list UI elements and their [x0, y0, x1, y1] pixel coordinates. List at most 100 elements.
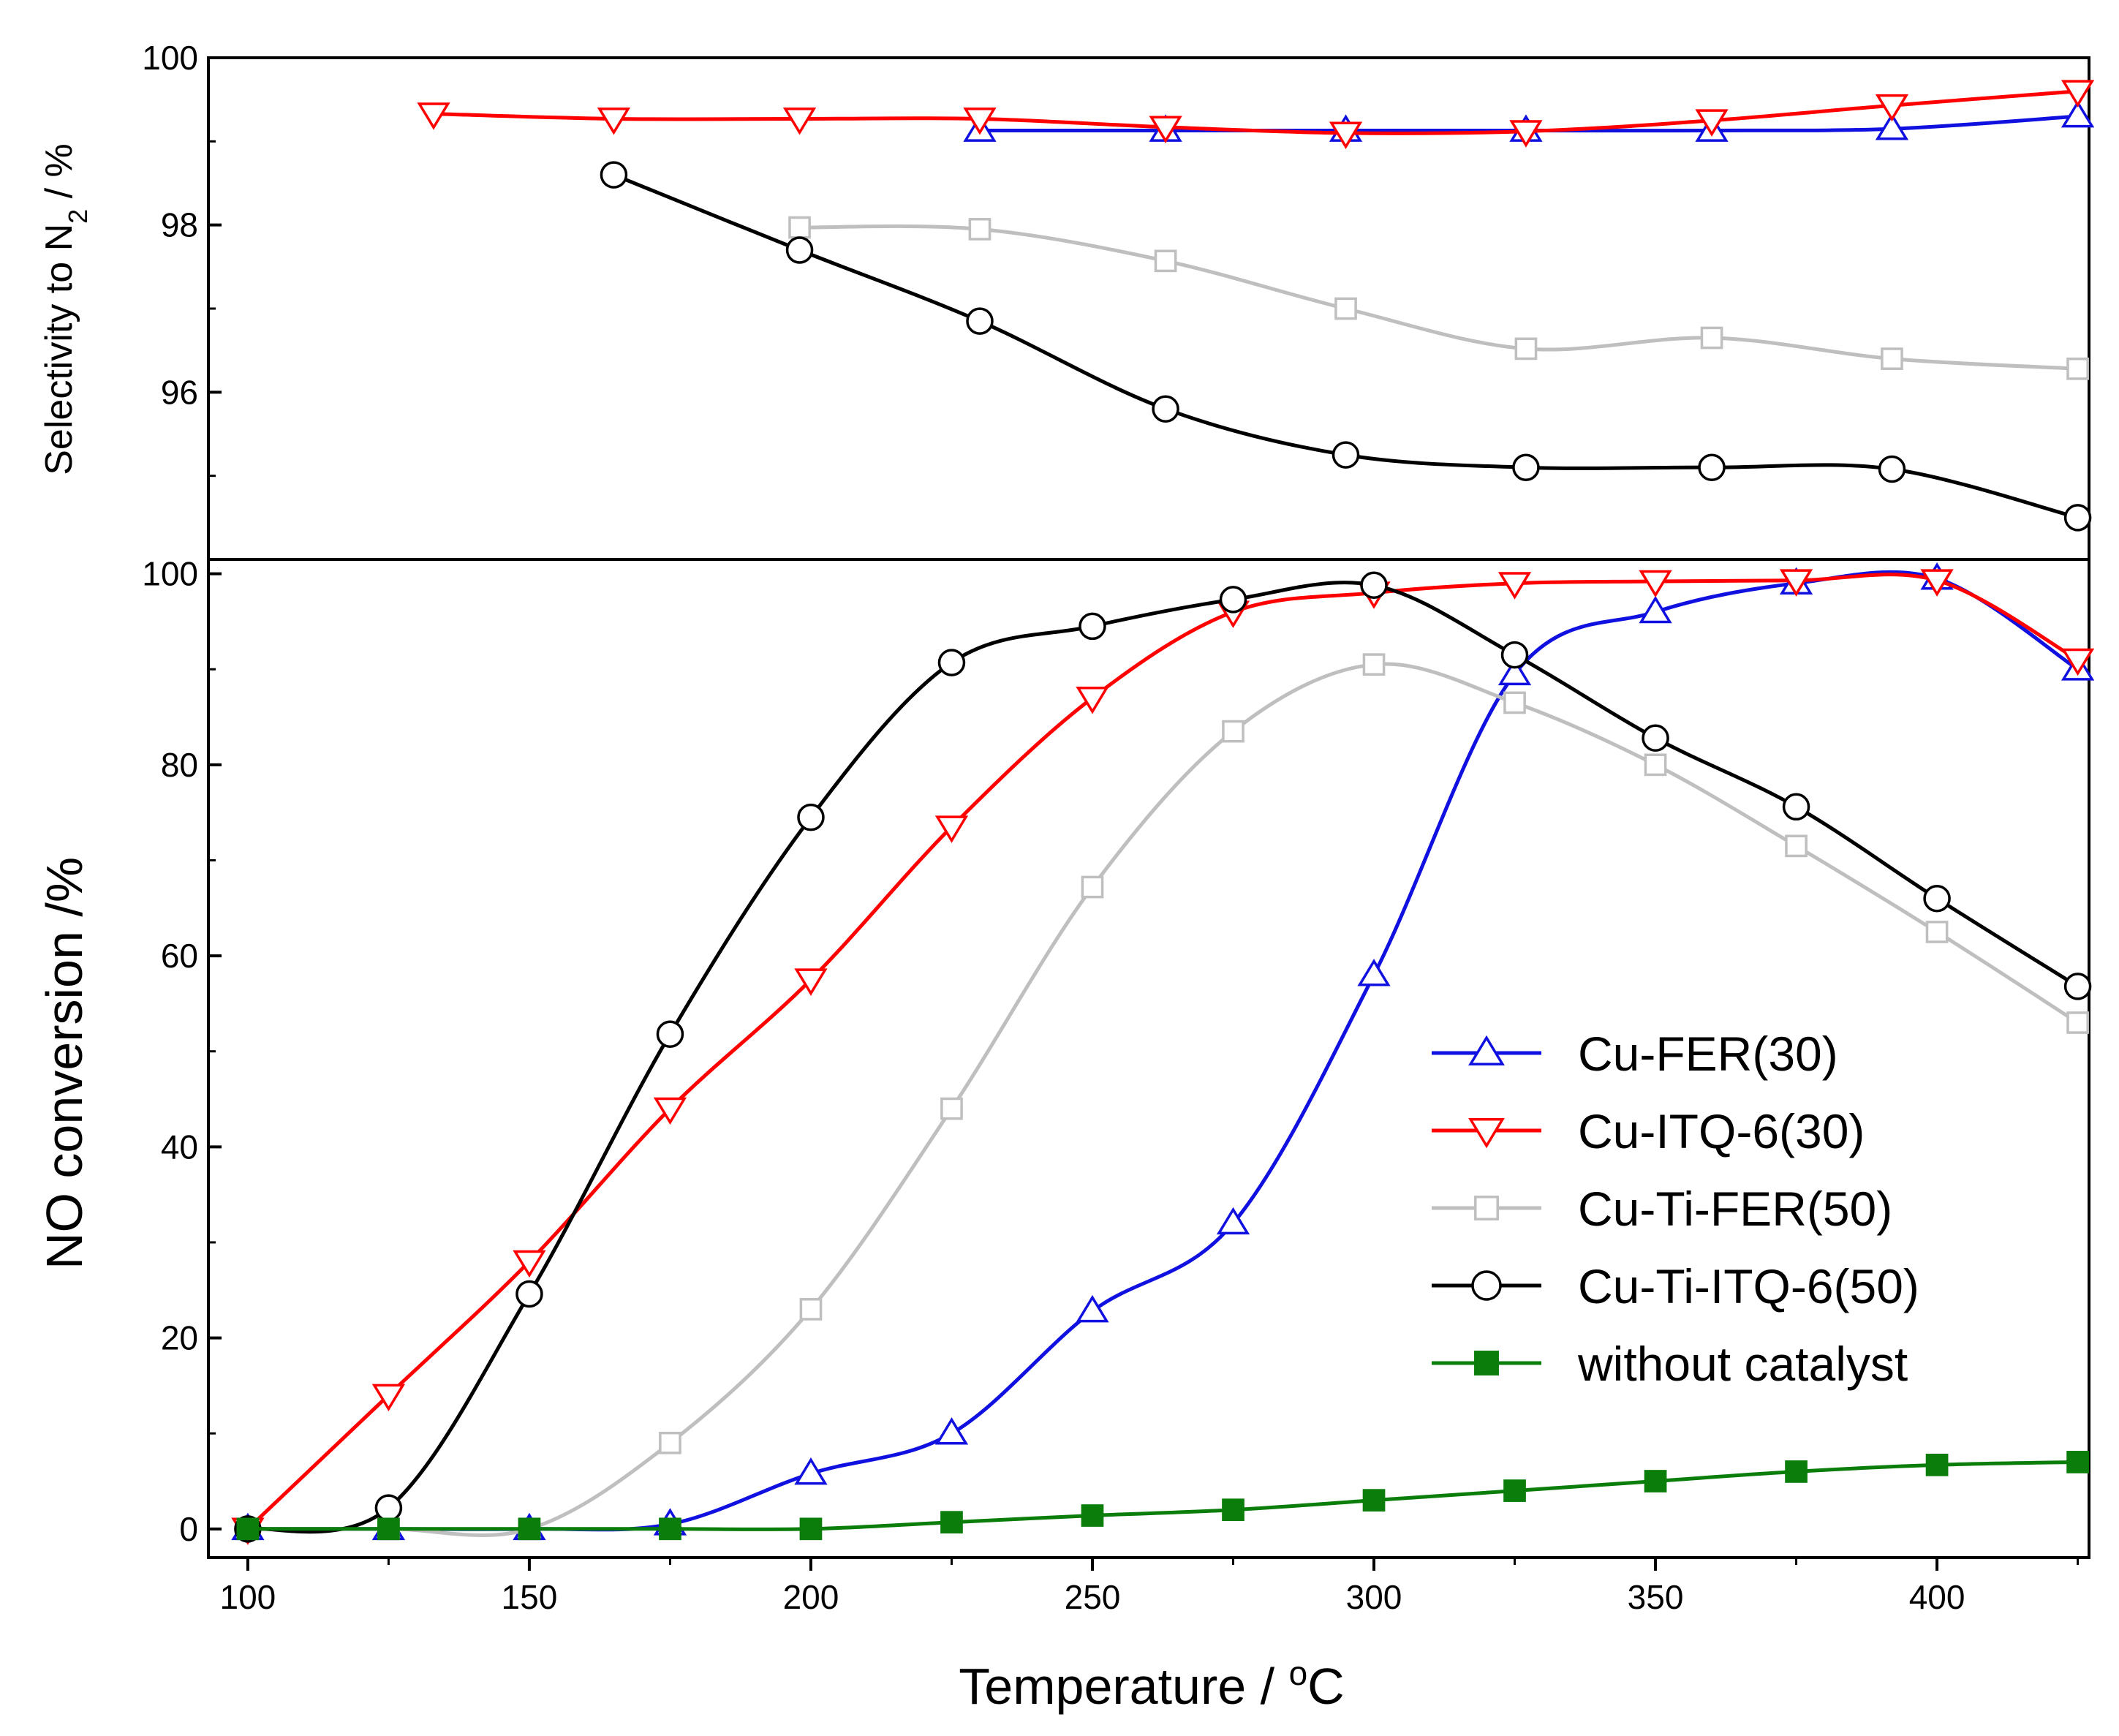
top-point-cu-ti-fer-50 [1154, 249, 1177, 273]
bottom-ytick-label: 20 [161, 1319, 198, 1357]
bottom-ytick-label: 100 [142, 555, 198, 593]
bottom-point-cu-itq-6-30 [513, 1250, 546, 1278]
top-point-cu-itq-6-30 [1509, 120, 1543, 148]
xtick-label: 250 [1065, 1578, 1121, 1616]
temperature-axis-title: Temperature / oC [959, 1654, 1344, 1715]
bottom-point-without-catalyst [659, 1517, 681, 1541]
bottom-point-without-catalyst [1925, 1453, 1949, 1476]
bottom-point-cu-itq-6-30 [1639, 570, 1672, 598]
top-panel-frame [207, 56, 2090, 561]
bottom-point-without-catalyst [377, 1517, 400, 1541]
bottom-point-without-catalyst [1785, 1460, 1808, 1483]
bottom-point-cu-ti-itq-6-50 [1219, 586, 1247, 614]
bottom-point-cu-fer-30 [794, 1457, 828, 1485]
xtick-label: 350 [1628, 1578, 1684, 1616]
top-point-cu-ti-itq-6-50 [1698, 453, 1726, 481]
bottom-point-cu-ti-itq-6-50 [2063, 973, 2092, 1000]
xtick-label: 200 [783, 1578, 839, 1616]
top-point-cu-itq-6-30 [1875, 94, 1909, 122]
top-series-cu-ti-itq-6-50 [600, 161, 2092, 532]
xtick-label: 100 [220, 1578, 276, 1616]
bottom-axis-ticks: 0 20 40 60 80 100 100 150 200 250 300 350 400 [142, 555, 2080, 1616]
legend-entry-cu-fer-30: Cu-FER(30) [1432, 1027, 1838, 1081]
top-point-cu-ti-itq-6-50 [2063, 504, 2092, 532]
top-point-cu-ti-fer-50 [1334, 297, 1357, 320]
bottom-point-cu-itq-6-30 [371, 1384, 406, 1412]
top-point-cu-itq-6-30 [1329, 121, 1363, 149]
bottom-panel-series [231, 562, 2095, 1545]
bottom-point-cu-itq-6-30 [1497, 572, 1532, 600]
top-point-cu-ti-fer-50 [788, 216, 811, 239]
bottom-point-without-catalyst [2066, 1451, 2089, 1473]
top-point-cu-ti-itq-6-50 [1152, 395, 1179, 423]
legend-marker [1468, 1118, 1505, 1149]
bottom-point-cu-itq-6-30 [1920, 569, 1954, 597]
bottom-point-cu-fer-30 [934, 1417, 969, 1445]
legend-label: Cu-FER(30) [1578, 1027, 1838, 1081]
top-point-cu-ti-itq-6-50 [785, 236, 814, 264]
bottom-ytick-label: 0 [179, 1510, 198, 1548]
bottom-point-without-catalyst [236, 1517, 260, 1541]
top-point-cu-ti-itq-6-50 [1512, 453, 1540, 481]
legend-entry-cu-ti-fer-50: Cu-Ti-FER(50) [1432, 1182, 1892, 1236]
legend-entry-cu-ti-itq-6-50: Cu-Ti-ITQ-6(50) [1432, 1259, 1919, 1313]
bottom-point-cu-ti-fer-50 [1222, 720, 1244, 743]
bottom-point-without-catalyst [1362, 1489, 1386, 1512]
bottom-ytick-label: 80 [161, 746, 198, 784]
top-series-cu-ti-fer-50 [788, 216, 2089, 380]
bottom-point-cu-ti-itq-6-50 [1642, 724, 1669, 752]
legend-marker [1471, 1270, 1502, 1301]
bottom-point-cu-itq-6-30 [2061, 648, 2095, 676]
legend-entry-cu-itq-6-30: Cu-ITQ-6(30) [1432, 1104, 1865, 1158]
bottom-point-cu-ti-itq-6-50 [515, 1280, 543, 1308]
top-panel-series [417, 80, 2095, 532]
bottom-point-cu-itq-6-30 [934, 815, 969, 843]
legend-entry-without-catalyst: without catalyst [1432, 1337, 1908, 1391]
bottom-point-cu-ti-itq-6-50 [1923, 884, 1951, 913]
bottom-point-without-catalyst [1081, 1504, 1104, 1527]
bottom-point-cu-fer-30 [1076, 1294, 1109, 1323]
bottom-line-without-catalyst [247, 1460, 2078, 1531]
top-point-cu-itq-6-30 [417, 102, 450, 130]
top-point-cu-fer-30 [2061, 99, 2095, 128]
bottom-point-without-catalyst [518, 1517, 541, 1541]
top-point-cu-ti-fer-50 [1700, 326, 1723, 350]
top-point-cu-fer-30 [1875, 113, 1909, 140]
bottom-point-cu-ti-fer-50 [799, 1298, 823, 1321]
top-ytick-label: 96 [161, 373, 198, 411]
legend-label: Cu-Ti-FER(50) [1578, 1182, 1892, 1236]
legend-marker [1474, 1196, 1499, 1220]
bottom-series-cu-ti-itq-6-50 [234, 571, 2092, 1543]
bottom-point-cu-fer-30 [1216, 1207, 1250, 1235]
bottom-line-cu-ti-fer-50 [247, 662, 2079, 1538]
top-point-cu-ti-fer-50 [1514, 337, 1538, 361]
legend-label: Cu-Ti-ITQ-6(50) [1578, 1259, 1919, 1313]
bottom-point-cu-itq-6-30 [653, 1097, 687, 1125]
bottom-point-cu-ti-itq-6-50 [656, 1020, 684, 1048]
bottom-point-cu-ti-fer-50 [1503, 691, 1526, 714]
top-ytick-label: 100 [142, 39, 198, 77]
top-point-cu-itq-6-30 [782, 107, 817, 135]
bottom-point-cu-ti-itq-6-50 [1500, 641, 1529, 669]
top-point-cu-ti-itq-6-50 [1878, 455, 1906, 483]
bottom-point-cu-fer-30 [1357, 959, 1391, 986]
bottom-point-without-catalyst [1644, 1470, 1667, 1492]
bottom-point-cu-itq-6-30 [794, 968, 828, 996]
bottom-series-cu-ti-fer-50 [236, 653, 2089, 1541]
top-point-cu-ti-fer-50 [1881, 347, 1903, 370]
selectivity-axis-title: Selectivity to N2 / % [38, 143, 93, 475]
bottom-point-without-catalyst [1503, 1479, 1526, 1502]
top-point-cu-ti-itq-6-50 [1332, 441, 1360, 469]
legend-label: Cu-ITQ-6(30) [1578, 1104, 1865, 1158]
top-point-cu-itq-6-30 [2061, 80, 2095, 107]
top-line-cu-ti-fer-50 [799, 224, 2078, 371]
bottom-point-cu-itq-6-30 [1779, 569, 1813, 597]
top-point-cu-ti-itq-6-50 [600, 161, 628, 189]
bottom-point-without-catalyst [799, 1517, 823, 1541]
top-point-cu-itq-6-30 [597, 107, 631, 135]
bottom-ytick-label: 60 [161, 937, 198, 975]
bottom-point-cu-itq-6-30 [1076, 687, 1109, 714]
legend-marker [1474, 1351, 1499, 1375]
top-series-cu-itq-6-30 [417, 80, 2095, 149]
